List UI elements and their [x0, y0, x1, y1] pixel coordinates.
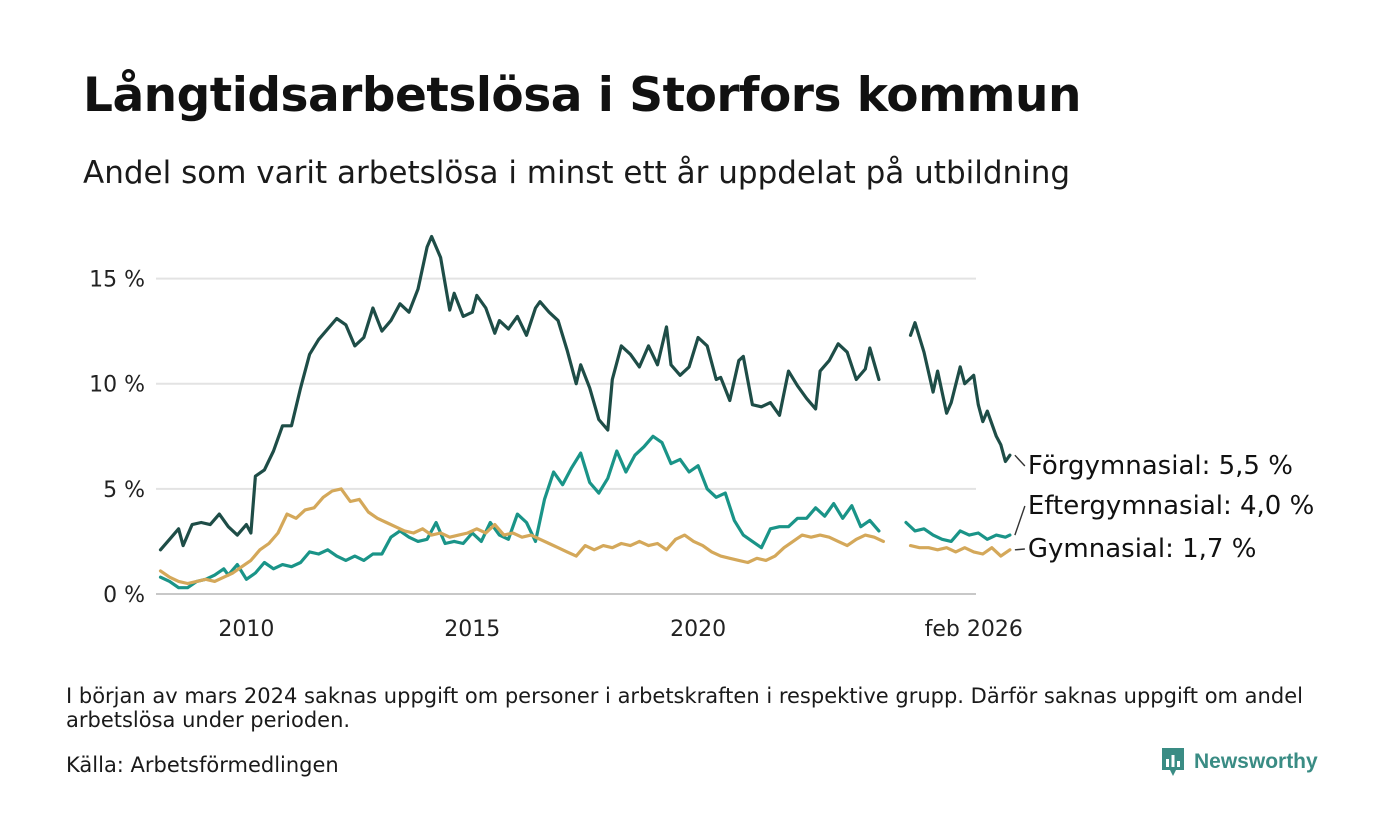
series-line-gymnasial [908, 544, 1012, 558]
y-tick-label: 0 % [103, 583, 145, 608]
y-tick-label: 10 % [89, 373, 145, 398]
series-line-gymnasial [158, 487, 885, 586]
end-labels: Förgymnasial: 5,5 % Eftergymnasial: 4,0 %… [1014, 451, 1314, 564]
series-lines [158, 234, 1012, 590]
grid-lines [156, 277, 976, 595]
y-axis-labels: 0 % 5 % 10 % 15 % [89, 268, 145, 608]
chart-title: Långtidsarbetslösa i Storfors kommun [83, 68, 1081, 123]
y-tick-label: 5 % [103, 478, 145, 503]
series-line-förgymnasial [158, 234, 881, 552]
y-tick-label: 15 % [89, 268, 145, 293]
end-label-gymnasial: Gymnasial: 1,7 % [1028, 534, 1257, 564]
x-tick-label: 2010 [218, 617, 274, 642]
source-credit: Källa: Arbetsförmedlingen [66, 753, 339, 777]
x-tick-label: 2015 [444, 617, 500, 642]
chart-subtitle: Andel som varit arbetslösa i minst ett å… [83, 155, 1071, 191]
end-label-förgymnasial: Förgymnasial: 5,5 % [1028, 451, 1293, 481]
brand-name: Newsworthy [1194, 750, 1318, 773]
end-label-eftergymnasial: Eftergymnasial: 4,0 % [1028, 491, 1314, 521]
newsworthy-logo-icon [1162, 748, 1184, 776]
series-line-eftergymnasial [904, 520, 1012, 543]
x-tick-label: feb 2026 [925, 617, 1023, 642]
brand-logo: Newsworthy [1160, 746, 1318, 778]
line-chart: 0 % 5 % 10 % 15 % 2010 2015 2020 feb 2026 Förg… [89, 234, 1314, 642]
x-tick-label: 2020 [670, 617, 726, 642]
end-label-leader [1014, 454, 1026, 467]
series-line-eftergymnasial [158, 434, 881, 590]
footnote: I början av mars 2024 saknas uppgift om … [66, 684, 1303, 732]
end-label-leader [1014, 505, 1026, 536]
series-line-förgymnasial [908, 321, 1012, 464]
x-axis-labels: 2010 2015 2020 feb 2026 [218, 617, 1023, 642]
end-label-leader [1014, 548, 1025, 551]
